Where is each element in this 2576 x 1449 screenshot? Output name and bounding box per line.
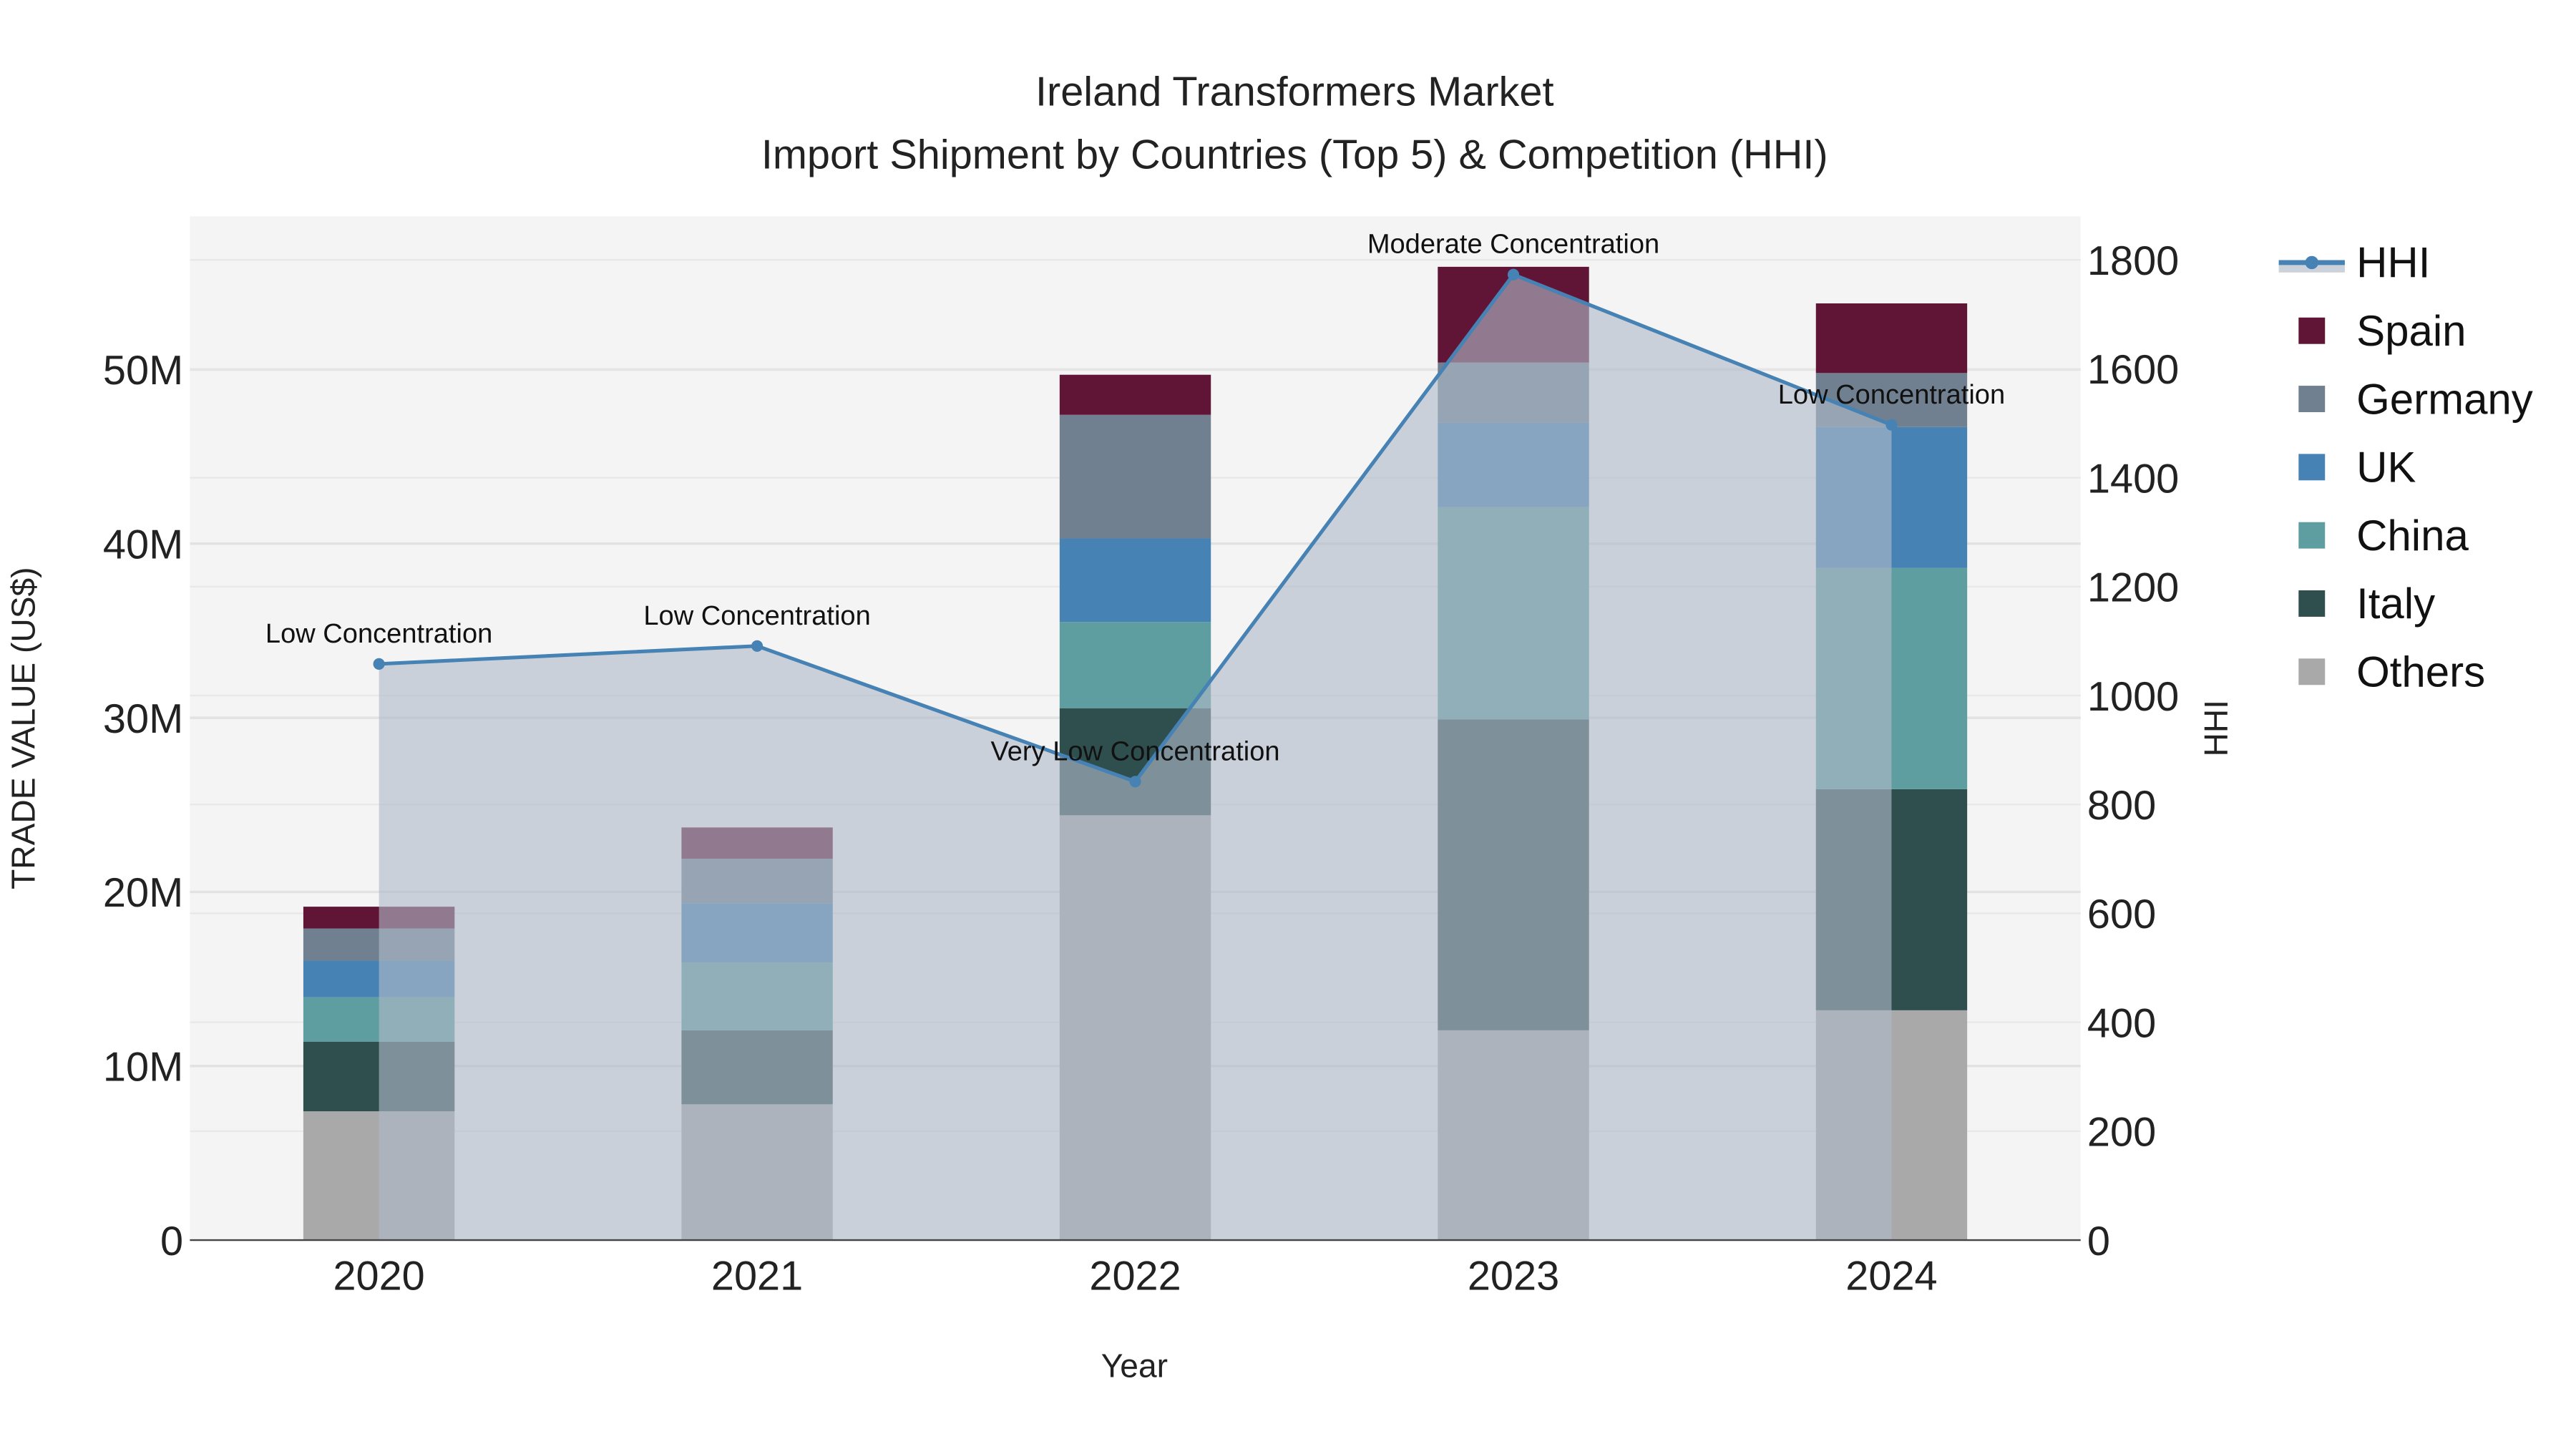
x-axis-title: Year	[1101, 1347, 1168, 1385]
legend-label-others: Others	[2356, 648, 2485, 696]
legend-swatch-china	[2298, 522, 2326, 549]
hhi-annotation: Moderate Concentration	[1367, 230, 1659, 260]
y2-tick-label: 1200	[2087, 565, 2179, 611]
bar-germany-2022	[1059, 414, 1211, 539]
bar-uk-2022	[1059, 538, 1211, 623]
y-tick-label: 20M	[103, 870, 183, 916]
y-tick-label: 10M	[103, 1045, 183, 1091]
legend-swatch-uk	[2298, 454, 2326, 481]
x-tick-label: 2024	[1845, 1253, 1937, 1299]
legend-label-spain: Spain	[2356, 307, 2466, 355]
x-tick-label: 2020	[333, 1253, 424, 1299]
chart-title: Ireland Transformers Market	[1035, 69, 1554, 115]
legend-label-germany: Germany	[2356, 375, 2533, 423]
y-tick-label: 50M	[103, 348, 183, 394]
hhi-annotation: Low Concentration	[1778, 380, 2005, 410]
y2-tick-label: 600	[2087, 892, 2156, 937]
hhi-point	[373, 658, 385, 670]
legend-swatch-italy	[2298, 590, 2326, 617]
legend-swatch-others	[2298, 658, 2326, 686]
hhi-point	[751, 640, 763, 652]
legend-swatch-germany	[2298, 386, 2326, 412]
hhi-annotation: Low Concentration	[643, 601, 870, 631]
legend-label-china: China	[2356, 512, 2469, 560]
y2-tick-label: 200	[2087, 1110, 2156, 1156]
legend-label-uk: UK	[2356, 444, 2416, 492]
hhi-line: Low Concentration Low Concentration Very L…	[265, 230, 2005, 788]
hhi-point	[1507, 268, 1520, 280]
hhi-point	[1885, 419, 1898, 431]
hhi-annotation: Low Concentration	[265, 619, 492, 649]
hhi-area-fill	[379, 274, 1892, 1241]
legend: HHI Spain Germany UK China Italy Others	[2278, 239, 2533, 696]
y-tick-label: 40M	[103, 522, 183, 568]
bar-spain-2022	[1059, 374, 1211, 415]
y-tick-label: 30M	[103, 696, 183, 742]
y2-tick-label: 1400	[2087, 456, 2179, 502]
y2-axis-title: HHI	[2197, 700, 2235, 756]
hhi-point	[1129, 776, 1141, 788]
y-tick-label: 0	[160, 1219, 183, 1264]
legend-swatch-spain	[2298, 317, 2326, 344]
x-tick-label: 2021	[711, 1253, 803, 1299]
x-tick-label: 2023	[1468, 1253, 1559, 1299]
bar-spain-2024	[1815, 303, 1968, 374]
x-tick-label: 2022	[1089, 1253, 1181, 1299]
legend-label-italy: Italy	[2356, 580, 2435, 628]
bar-china-2022	[1059, 622, 1211, 708]
legend-label-hhi: HHI	[2356, 239, 2430, 287]
y2-tick-label: 1000	[2087, 674, 2179, 720]
y2-tick-label: 1800	[2087, 238, 2179, 284]
hhi-annotation: Very Low Concentration	[990, 736, 1279, 766]
hhi-area	[379, 274, 1892, 1241]
y-axis-title: TRADE VALUE (US$)	[4, 567, 42, 889]
y2-tick-label: 400	[2087, 1000, 2156, 1046]
legend-hhi-marker	[2305, 255, 2318, 270]
chart-subtitle: Import Shipment by Countries (Top 5) & C…	[761, 132, 1828, 177]
y2-tick-label: 0	[2087, 1219, 2110, 1264]
y2-tick-label: 800	[2087, 783, 2156, 829]
y2-tick-label: 1600	[2087, 347, 2179, 393]
axis-ticks: 0 10M 20M 30M 40M 50M 0 200 400 600 800 1000 1200 140…	[103, 238, 2179, 1299]
